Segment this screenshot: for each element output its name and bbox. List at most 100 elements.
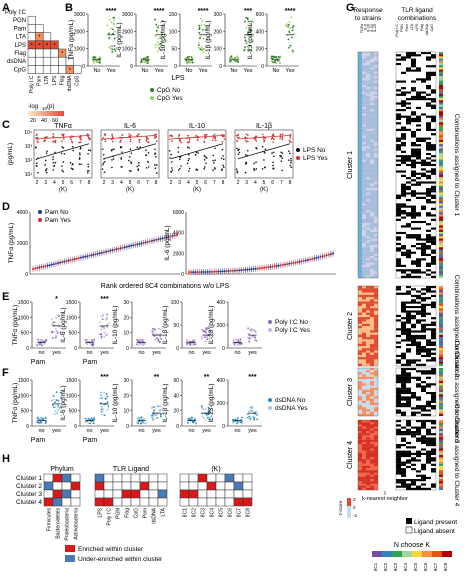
- response-cell: [370, 223, 374, 226]
- data-point: [106, 316, 109, 319]
- response-cell: [358, 485, 362, 488]
- response-cell: [366, 352, 370, 355]
- ligand-cell: [406, 205, 411, 208]
- response-cell: [358, 411, 362, 414]
- ligand-cell: [411, 218, 416, 222]
- data-point: [197, 152, 199, 154]
- ligand-cell: [426, 52, 431, 55]
- response-cell: [358, 183, 362, 186]
- response-cell: [374, 286, 378, 289]
- k-cell: [439, 321, 443, 324]
- data-point: [80, 138, 82, 141]
- phylum-cell: [70, 497, 81, 507]
- ligand-cell: [396, 128, 401, 132]
- response-cell: [370, 290, 374, 293]
- data-point: [215, 270, 218, 273]
- response-cell: [370, 348, 374, 351]
- data-point: [246, 149, 249, 152]
- ligand-cell: [431, 130, 436, 134]
- response-cell: [362, 238, 366, 241]
- ligand-cell: [421, 378, 426, 382]
- ligand-cell: [426, 352, 431, 355]
- response-cell: [370, 465, 374, 469]
- x-tick-yes: yes: [202, 428, 211, 434]
- data-point: [188, 167, 191, 170]
- ligand-cell: [396, 411, 401, 414]
- ligand-cell: [416, 126, 421, 129]
- response-cell: [362, 122, 366, 125]
- data-point: [198, 31, 201, 34]
- data-point: [199, 37, 201, 40]
- ligand-cell: [411, 457, 416, 460]
- k-cell: [439, 122, 443, 125]
- response-cell: [366, 321, 370, 324]
- response-cell: [374, 133, 378, 136]
- k-cell: [439, 73, 443, 77]
- data-point: [136, 146, 138, 149]
- ligand-cell: [401, 170, 406, 173]
- response-cell: [370, 297, 374, 300]
- response-cell: [358, 273, 362, 276]
- col-label-1: Pam: [37, 76, 43, 86]
- ligand-cell: [431, 225, 436, 228]
- ligand-cell: [401, 225, 406, 228]
- response-cell: [358, 400, 362, 404]
- ligand-cell: [401, 463, 406, 467]
- response-cell: [370, 407, 374, 410]
- response-cell: [358, 407, 362, 410]
- ligand-cell: [426, 343, 431, 347]
- response-cell: [370, 146, 374, 149]
- ligand-cell: [401, 343, 406, 347]
- response-cell: [374, 326, 378, 329]
- data-point: [157, 238, 160, 241]
- k-cell: [439, 306, 443, 309]
- tlr-cell: [103, 489, 114, 499]
- ligand-cell: [416, 170, 421, 173]
- response-cell: [366, 433, 370, 436]
- x-axis-label: Pam: [31, 437, 46, 444]
- ligand-cell: [406, 332, 411, 335]
- ligand-cell: [396, 168, 401, 171]
- k-cell: [179, 489, 190, 499]
- ligand-cell: [426, 203, 431, 206]
- x-axis-label: Pam: [83, 437, 98, 444]
- y-tick: 2000: [17, 241, 28, 247]
- ligand-cell: [421, 306, 426, 309]
- ligand-cell: [416, 339, 421, 342]
- k-cell: [439, 383, 443, 386]
- x-tick-no: no: [188, 428, 194, 434]
- data-point: [108, 32, 111, 35]
- response-cell: [366, 183, 370, 186]
- data-point: [281, 152, 284, 155]
- response-cell: [370, 179, 374, 182]
- ligand-cell: [411, 71, 416, 75]
- ligand-cell: [396, 209, 401, 213]
- response-cell: [366, 387, 370, 390]
- data-point: [36, 344, 38, 347]
- x-tick-no: no: [188, 350, 194, 356]
- response-cell: [374, 483, 378, 486]
- ligand-cell: [406, 297, 411, 300]
- tlr-cell: [112, 481, 123, 491]
- data-point: [247, 410, 250, 413]
- ligand-cell: [421, 394, 426, 397]
- data-point: [280, 160, 283, 163]
- ligand-cell: [406, 378, 411, 382]
- response-cell: [366, 413, 370, 417]
- response-cell: [374, 84, 378, 88]
- data-point: [249, 29, 252, 31]
- data-point: [100, 251, 103, 254]
- heatmap-cell: [27, 65, 36, 74]
- data-point: [108, 322, 110, 325]
- response-cell: [370, 242, 374, 246]
- x-tick-no: No: [272, 68, 279, 74]
- ligand-cell: [411, 238, 416, 241]
- response-cell: [358, 236, 362, 239]
- ligand-cell: [396, 481, 401, 484]
- ligand-cell: [401, 201, 406, 204]
- data-point: [92, 422, 95, 425]
- response-cell: [362, 312, 366, 315]
- response-cell: [362, 205, 366, 208]
- response-cell: [374, 144, 378, 147]
- data-point: [101, 326, 104, 328]
